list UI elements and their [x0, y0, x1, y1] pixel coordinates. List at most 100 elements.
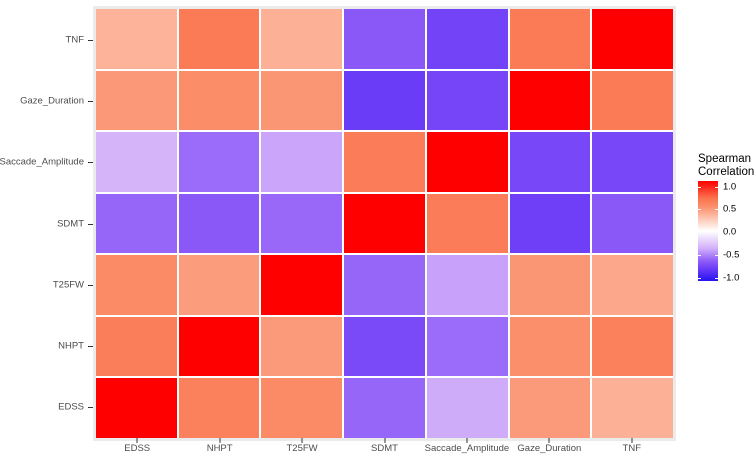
heatmap-cell-TNF-Gaze_Duration	[509, 9, 591, 69]
colorbar-tick-mark	[715, 254, 718, 256]
y-axis-tick	[88, 407, 93, 409]
heatmap-cell-T25FW-NHPT	[178, 255, 260, 315]
heatmap-cell-Saccade_Amplitude-TNF	[592, 132, 673, 192]
x-axis-tick	[548, 438, 550, 443]
x-axis-tick	[136, 438, 138, 443]
x-axis-label-Saccade_Amplitude: Saccade_Amplitude	[424, 443, 510, 454]
y-axis-tick	[88, 162, 93, 164]
y-axis-label-NHPT: NHPT	[58, 340, 84, 352]
heatmap-cell-NHPT-NHPT	[178, 316, 260, 377]
heatmap-cell-T25FW-SDMT	[344, 255, 425, 315]
colorbar-tick-label: -0.5	[723, 249, 740, 261]
heatmap-cell-Saccade_Amplitude-T25FW	[261, 132, 343, 192]
heatmap-cell-T25FW-TNF	[592, 255, 673, 315]
heatmap-cell-Gaze_Duration-Saccade_Amplitude	[426, 70, 508, 131]
colorbar	[698, 181, 718, 281]
heatmap-cell-EDSS-NHPT	[178, 378, 260, 438]
heatmap-cell-Saccade_Amplitude-NHPT	[178, 132, 260, 192]
colorbar-tick-labels: 1.0 0.5 0.0 -0.5 -1.0	[723, 181, 755, 283]
colorbar-tick-mark	[698, 277, 701, 279]
colorbar-gradient	[698, 181, 718, 281]
heatmap-cell-Gaze_Duration-NHPT	[178, 70, 260, 131]
x-axis-label-NHPT: NHPT	[206, 443, 233, 454]
heatmap-cell-NHPT-EDSS	[96, 316, 177, 377]
legend-title-line2: Correlation	[698, 166, 755, 178]
colorbar-tick-label: 0.5	[723, 203, 737, 215]
y-axis-tick	[88, 100, 93, 102]
heatmap-cell-T25FW-Gaze_Duration	[509, 255, 591, 315]
heatmap-cell-SDMT-NHPT	[178, 193, 260, 254]
y-axis-label-SDMT: SDMT	[57, 218, 84, 229]
colorbar-tick-mark	[698, 254, 701, 256]
heatmap-cell-TNF-SDMT	[344, 9, 425, 69]
heatmap-cell-T25FW-EDSS	[96, 255, 177, 315]
heatmap-cell-EDSS-Saccade_Amplitude	[426, 378, 508, 438]
heatmap-cell-TNF-T25FW	[261, 9, 343, 69]
colorbar-tick-label: 0.0	[723, 226, 737, 238]
y-axis: TNF Gaze_Duration Saccade_Amplitude SDMT T25…	[0, 9, 84, 438]
heatmap-cell-SDMT-T25FW	[261, 193, 343, 254]
colorbar-tick-mark	[698, 186, 701, 188]
y-axis-label-TNF: TNF	[65, 34, 84, 46]
heatmap-cell-Saccade_Amplitude-Gaze_Duration	[509, 132, 591, 192]
y-axis-label-EDSS: EDSS	[58, 401, 84, 413]
heatmap-cell-SDMT-EDSS	[96, 193, 177, 254]
y-axis-tick	[88, 39, 93, 41]
y-axis-tick	[88, 346, 93, 348]
heatmap-cell-SDMT-Saccade_Amplitude	[426, 193, 508, 254]
heatmap-cell-SDMT-TNF	[592, 193, 673, 254]
heatmap-cell-Saccade_Amplitude-SDMT	[344, 132, 425, 192]
heatmap-cell-Gaze_Duration-Gaze_Duration	[509, 70, 591, 131]
colorbar-tick-mark	[715, 232, 718, 233]
heatmap-cell-NHPT-TNF	[592, 316, 673, 377]
colorbar-tick-mark	[715, 277, 718, 279]
heatmap-cell-Gaze_Duration-EDSS	[96, 70, 177, 131]
x-axis-label-TNF: TNF	[622, 443, 642, 454]
y-axis-tick	[88, 284, 93, 286]
y-axis-label-T25FW: T25FW	[52, 279, 84, 291]
y-axis-label-Saccade_Amplitude: Saccade_Amplitude	[0, 156, 84, 168]
heatmap-cell-NHPT-Saccade_Amplitude	[426, 316, 508, 377]
x-axis-tick	[631, 438, 633, 443]
y-axis-label-Gaze_Duration: Gaze_Duration	[20, 95, 84, 107]
heatmap-cell-NHPT-Gaze_Duration	[509, 316, 591, 377]
legend-title: Spearman Correlation	[698, 153, 755, 179]
x-axis-label-T25FW: T25FW	[286, 443, 318, 454]
x-axis-label-SDMT: SDMT	[371, 443, 398, 454]
colorbar-tick-mark	[715, 209, 718, 211]
heatmap-cell-EDSS-TNF	[592, 378, 673, 438]
colorbar-tick-label: -1.0	[723, 272, 740, 283]
heatmap-cell-EDSS-EDSS	[96, 378, 177, 438]
colorbar-tick-mark	[715, 186, 718, 188]
heatmap-cell-TNF-Saccade_Amplitude	[426, 9, 508, 69]
x-axis-tick	[466, 438, 468, 443]
x-axis-tick	[384, 438, 385, 443]
heatmap-cell-EDSS-SDMT	[344, 378, 425, 438]
y-axis-tick	[88, 223, 93, 225]
heatmap-cell-Gaze_Duration-T25FW	[261, 70, 343, 131]
heatmap-cell-EDSS-T25FW	[261, 378, 343, 438]
heatmap-cell-T25FW-T25FW	[261, 255, 343, 315]
heatmap-cell-SDMT-SDMT	[344, 193, 425, 254]
legend-title-line1: Spearman	[698, 153, 752, 165]
colorbar-tick-label: 1.0	[723, 181, 737, 192]
heatmap-cell-Saccade_Amplitude-EDSS	[96, 132, 177, 192]
colorbar-tick-mark	[698, 232, 701, 233]
x-axis-tick	[219, 438, 221, 443]
heatmap-cell-Gaze_Duration-SDMT	[344, 70, 425, 131]
heatmap-cell-SDMT-Gaze_Duration	[509, 193, 591, 254]
heatmap-cell-Gaze_Duration-TNF	[592, 70, 673, 131]
x-axis-tick	[301, 438, 303, 443]
heatmap-cell-TNF-TNF	[592, 9, 673, 69]
heatmap-cell-TNF-NHPT	[178, 9, 260, 69]
heatmap-grid	[96, 9, 673, 438]
colorbar-tick-mark	[698, 209, 701, 211]
heatmap-cell-T25FW-Saccade_Amplitude	[426, 255, 508, 315]
heatmap-cell-TNF-EDSS	[96, 9, 177, 69]
x-axis-label-EDSS: EDSS	[124, 443, 151, 454]
heatmap-cell-NHPT-T25FW	[261, 316, 343, 377]
colorbar-legend: Spearman Correlation 1.0 0.5 0.0 -0.5 -1.0	[698, 153, 755, 283]
heatmap-cell-Saccade_Amplitude-Saccade_Amplitude	[426, 132, 508, 192]
heatmap-cell-EDSS-Gaze_Duration	[509, 378, 591, 438]
